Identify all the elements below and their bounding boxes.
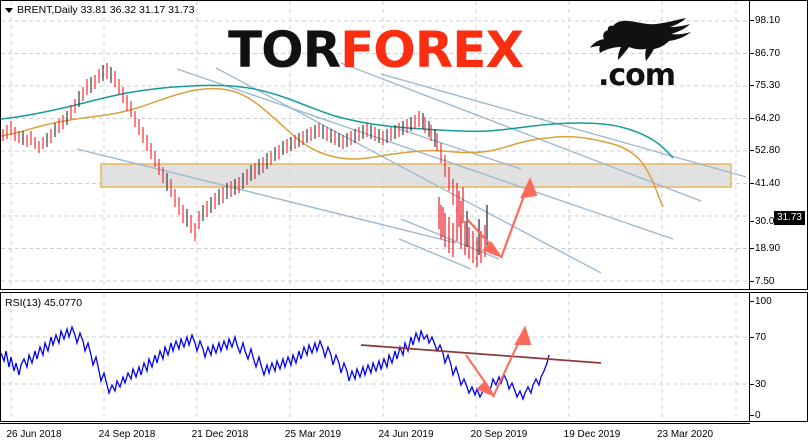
trendline-7 [400,218,500,260]
rsi-y-axis: 100 70 30 0 [749,293,807,421]
rsi-tick: 0 [750,410,761,421]
rsi-chart-svg [1,293,749,421]
date-label: 26 Jun 2018 [6,429,62,440]
horizontal-gridlines [1,20,749,282]
price-tick: 98.10 [749,15,781,26]
rsi-forecast-arrows[interactable] [465,325,532,398]
date-label: 19 Dec 2019 [563,429,621,440]
rsi-tick: 100 [750,296,772,307]
symbol-header[interactable]: BRENT,Daily 33.81 36.32 31.17 31.73 [5,4,194,16]
price-chart-panel: 98.10 86.70 75.30 64.20 52.80 41.40 30.0… [0,0,808,290]
date-label: 25 Mar 2019 [284,429,342,440]
trendlines-group [76,62,747,274]
rsi-indicator-label: RSI(13) 45.0770 [5,297,83,309]
rsi-trendline[interactable] [360,344,602,364]
price-tick: 30.00 [749,216,781,227]
vertical-gridlines [10,1,737,289]
trendline-8 [398,238,472,270]
rsi-arrow-up-head [514,325,532,345]
forecast-arrow-down-head [482,241,503,259]
price-plot-area[interactable] [1,1,749,289]
price-tick: 64.20 [749,113,781,124]
ma-fast-line [1,87,664,208]
rsi-tick: 70 [749,332,767,343]
x-axis-rule [0,423,750,424]
date-label: 23 Mar 2020 [656,429,714,440]
price-chart-svg [1,1,749,289]
rsi-plot-area[interactable] [1,293,749,421]
rsi-tick: 30 [749,379,767,390]
current-price-label: 31.73 [773,211,805,225]
ma-slow-line [1,84,674,159]
price-y-axis: 98.10 86.70 75.30 64.20 52.80 41.40 30.0… [749,1,807,289]
price-tick: 75.30 [749,80,781,91]
price-tick: 18.90 [749,243,781,254]
forecast-arrow-up-head [520,177,538,199]
x-axis-dates: 26 Jun 2018 24 Sep 2018 21 Dec 2018 25 M… [0,423,808,444]
date-label: 20 Sep 2019 [470,429,528,440]
rsi-arrow-down-head [476,380,496,398]
trendline-6 [398,128,522,170]
forecast-arrows[interactable] [466,177,538,259]
trendline-3 [76,148,457,244]
rsi-line [1,324,550,401]
symbol-header-text: BRENT,Daily 33.81 36.32 31.17 31.73 [17,4,195,16]
trendline-4 [340,62,702,202]
price-tick: 52.80 [749,145,781,156]
date-label: 21 Dec 2018 [191,429,249,440]
date-label: 24 Sep 2018 [98,429,156,440]
caret-down-icon[interactable] [5,7,13,13]
trendline-5 [380,73,747,178]
price-tick: 41.40 [749,178,781,189]
price-tick: 86.70 [749,48,781,59]
trendline-2 [215,67,602,274]
supply-zone-rectangle[interactable] [100,163,732,188]
rsi-vertical-gridlines [10,293,737,421]
lower-range-candles [440,205,486,267]
price-tick: 7.50 [749,276,775,287]
rsi-chart-panel: 100 70 30 0 RSI(13) 45.0770 [0,292,808,422]
candlestick-series [2,63,488,267]
trendline-1 [176,68,674,240]
rsi-gridlines [1,336,749,385]
date-label: 24 Jun 2019 [378,429,434,440]
